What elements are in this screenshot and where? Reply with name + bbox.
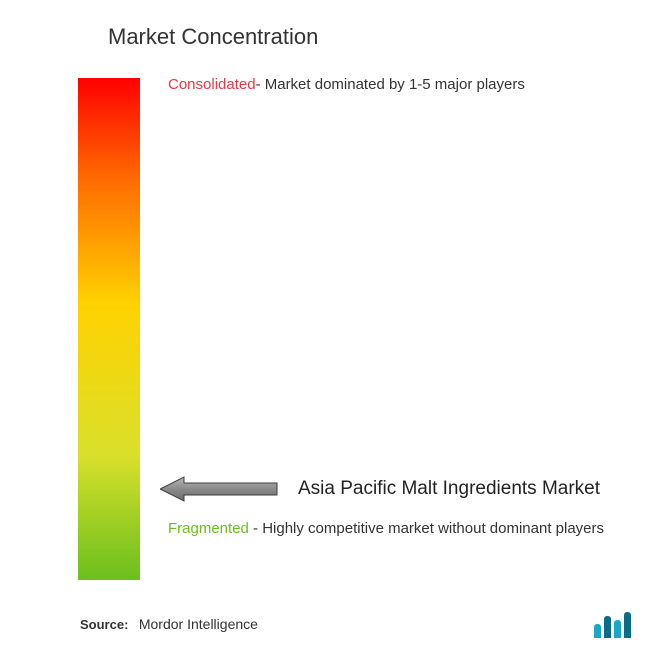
fragmented-label-block: Fragmented - Highly competitive market w… bbox=[168, 514, 625, 544]
mordor-logo-icon bbox=[594, 612, 631, 638]
fragmented-term: Fragmented bbox=[168, 520, 249, 537]
concentration-gradient-bar bbox=[78, 78, 140, 580]
source-label: Source: bbox=[80, 617, 128, 632]
label-column: Consolidated- Market dominated by 1-5 ma… bbox=[168, 78, 635, 580]
market-pointer-row: Asia Pacific Malt Ingredients Market bbox=[160, 476, 635, 502]
fragmented-desc: - Highly competitive market without domi… bbox=[249, 520, 604, 537]
arrow-left-icon bbox=[160, 476, 278, 502]
content-area: Consolidated- Market dominated by 1-5 ma… bbox=[20, 78, 635, 580]
source-text: Source: Mordor Intelligence bbox=[80, 616, 258, 634]
consolidated-term: Consolidated bbox=[168, 76, 256, 93]
source-name: Mordor Intelligence bbox=[139, 616, 258, 632]
page-title: Market Concentration bbox=[108, 24, 635, 50]
source-row: Source: Mordor Intelligence bbox=[80, 612, 631, 638]
consolidated-label-block: Consolidated- Market dominated by 1-5 ma… bbox=[168, 76, 625, 94]
market-name-label: Asia Pacific Malt Ingredients Market bbox=[298, 478, 600, 500]
consolidated-desc: - Market dominated by 1-5 major players bbox=[256, 76, 525, 93]
